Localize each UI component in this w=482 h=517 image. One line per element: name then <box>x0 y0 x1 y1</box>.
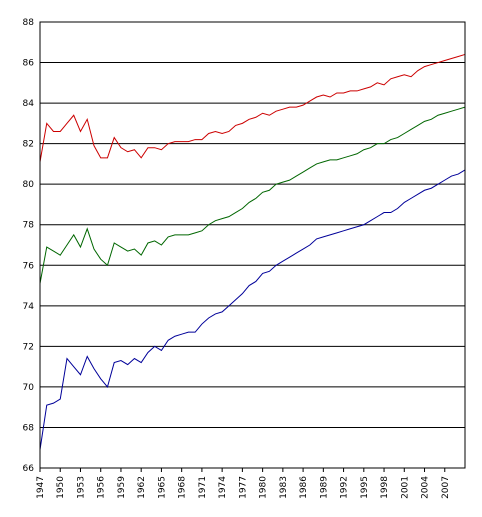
series-line-2 <box>39 106 466 284</box>
y-tick-label: 82 <box>23 140 34 150</box>
series-layer <box>39 53 466 450</box>
y-tick-label: 80 <box>23 180 35 190</box>
x-tick-label: 1980 <box>259 476 269 499</box>
x-tick-label: 1956 <box>97 476 107 499</box>
plot-frame <box>39 21 466 469</box>
x-tick-label: 1971 <box>198 476 208 499</box>
y-tick-label: 86 <box>23 59 35 69</box>
x-tick-label: 2001 <box>400 476 410 499</box>
y-tick-label: 68 <box>23 423 35 433</box>
x-tick-label: 1959 <box>117 476 127 499</box>
x-tick-label: 1974 <box>218 476 228 499</box>
y-tick-label: 66 <box>23 464 35 474</box>
y-tick-label: 70 <box>23 383 35 393</box>
x-tick-label: 1989 <box>319 476 329 499</box>
y-tick-label: 88 <box>23 18 35 28</box>
y-tick-label: 76 <box>23 261 35 271</box>
x-tick-label: 1995 <box>360 476 370 499</box>
y-axis-tick-labels: 66 68 70 72 74 76 78 80 82 84 86 88 <box>23 18 35 474</box>
x-tick-label: 2004 <box>421 476 431 499</box>
x-tick-label: 1968 <box>178 476 188 499</box>
y-tick-label: 74 <box>23 302 35 312</box>
x-axis-tick-labels: 1947 1950 1953 1956 1959 1962 1965 1968 1971 1974… <box>36 468 451 499</box>
x-tick-label: 1950 <box>56 476 66 499</box>
series-line-3 <box>39 169 466 450</box>
y-tick-label: 84 <box>23 99 35 109</box>
x-tick-label: 1953 <box>76 476 86 499</box>
x-tick-label: 1962 <box>137 476 147 499</box>
series-line-1 <box>39 53 466 162</box>
x-tick-label: 1983 <box>279 476 289 499</box>
y-tick-label: 78 <box>23 221 35 231</box>
x-tick-label: 1965 <box>157 476 167 499</box>
x-tick-label: 1947 <box>36 476 46 499</box>
grid-layer <box>40 21 465 469</box>
x-tick-label: 1986 <box>299 476 309 499</box>
x-tick-label: 1977 <box>238 476 248 499</box>
x-tick-label: 2007 <box>441 476 451 499</box>
x-tick-label: 1998 <box>380 476 390 499</box>
y-tick-label: 72 <box>23 342 34 352</box>
x-tick-label: 1992 <box>340 476 350 499</box>
